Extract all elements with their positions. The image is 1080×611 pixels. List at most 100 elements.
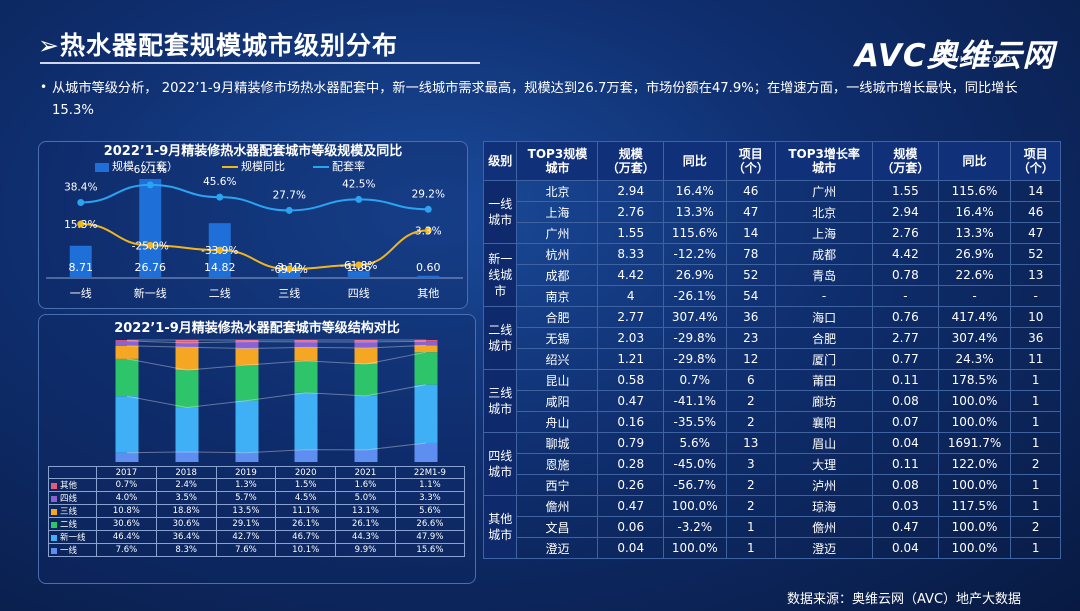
city-cell: 成都 bbox=[516, 264, 599, 286]
table-row: 新一 线城市杭州 8.33 -12.2% 78 成都 4.42 26.9% 52 bbox=[482, 243, 1061, 307]
rate-point-1 bbox=[146, 181, 154, 189]
city-cell: 14 bbox=[725, 222, 777, 244]
city-cell: 16.4% bbox=[937, 201, 1012, 223]
struct-cell: 15.6% bbox=[394, 543, 466, 557]
struct-cell: 47.9% bbox=[394, 530, 466, 544]
struct-cell: 13.1% bbox=[335, 504, 396, 518]
yoy-label-3: -69.4% bbox=[271, 264, 308, 276]
city-cell: 0.47 bbox=[872, 516, 939, 538]
stack-connector-4 bbox=[126, 340, 427, 344]
struct-cell: 42.7% bbox=[215, 530, 277, 544]
stack-4-4 bbox=[354, 341, 378, 349]
struct-year-5: 22M1-9 bbox=[394, 466, 466, 479]
city-cell: 13 bbox=[1010, 264, 1061, 286]
city-cell: 1 bbox=[1010, 495, 1061, 517]
x-tick-5: 其他 bbox=[417, 287, 439, 300]
city-cell: 2.77 bbox=[597, 306, 664, 328]
stack-4-0 bbox=[354, 449, 378, 462]
city-cell: 100.0% bbox=[663, 495, 727, 517]
city-cell: -35.5% bbox=[663, 411, 727, 433]
city-cell: 咸阳 bbox=[516, 390, 599, 412]
struct-cell: 1.6% bbox=[335, 478, 396, 492]
stack-3-4 bbox=[294, 341, 318, 348]
city-cell: 1.55 bbox=[872, 180, 939, 202]
struct-cell: 11.1% bbox=[275, 504, 337, 518]
city-cell: 合肥 bbox=[775, 327, 874, 349]
struct-cell: 13.5% bbox=[215, 504, 277, 518]
city-cell: 24.3% bbox=[937, 348, 1012, 370]
table-row: 其他 0.7% 2.4% 1.3% 1.5% 1.6% 1.1% bbox=[48, 478, 466, 492]
city-cell: -45.0% bbox=[663, 453, 727, 475]
table-row: 西宁 0.26 -56.7% 2 泸州 0.08 100.0% 1 bbox=[484, 474, 1061, 496]
logo-subtitle: ALL VIEW CLOUD bbox=[934, 55, 1013, 64]
struct-year-3: 2020 bbox=[275, 466, 337, 479]
city-cell: 1691.7% bbox=[937, 432, 1012, 454]
city-cell: 46 bbox=[725, 180, 777, 202]
yoy-label-0: 15.3% bbox=[64, 219, 97, 231]
table-row: 新一线 46.4% 36.4% 42.7% 46.7% 44.3% 47.9% bbox=[48, 530, 466, 544]
yoy-label-5: 3.3% bbox=[415, 225, 442, 237]
city-cell: 417.4% bbox=[937, 306, 1012, 328]
table-row: 一线 7.6% 8.3% 7.6% 10.1% 9.9% 15.6% bbox=[48, 543, 466, 557]
city-cell: 307.4% bbox=[663, 306, 727, 328]
city-cell: 2.76 bbox=[597, 201, 664, 223]
city-cell: 36 bbox=[1010, 327, 1061, 349]
city-cell: 大理 bbox=[775, 453, 874, 475]
city-header-6: 规模 （万套） bbox=[872, 141, 939, 181]
city-level: 二线 城市 bbox=[482, 306, 518, 370]
struct-cell: 18.8% bbox=[155, 504, 217, 518]
struct-cell: 5.6% bbox=[394, 504, 466, 518]
city-cell: 6 bbox=[725, 369, 777, 391]
rate-label-5: 29.2% bbox=[412, 188, 445, 200]
table-row: 二线 30.6% 30.6% 29.1% 26.1% 26.1% 26.6% bbox=[48, 517, 466, 531]
table-row: 南京 4 -26.1% 54- - - - bbox=[484, 285, 1061, 307]
city-cell: 2 bbox=[725, 495, 777, 517]
stack-connector-1 bbox=[126, 384, 427, 408]
city-header-8: 项目 （个） bbox=[1010, 141, 1061, 181]
city-header-3: 同比 bbox=[663, 141, 727, 181]
legend-swatch bbox=[51, 508, 57, 515]
struct-cell: 46.7% bbox=[275, 530, 337, 544]
city-cell: 0.16 bbox=[597, 411, 664, 433]
bar-label-1: 26.76 bbox=[135, 261, 167, 274]
city-cell: 儋州 bbox=[775, 516, 874, 538]
city-cell: 100.0% bbox=[937, 474, 1012, 496]
scale-chart-title: 2022’1-9月精装修热水器配套城市等级规模及同比 bbox=[103, 144, 403, 159]
city-cell: 聊城 bbox=[516, 432, 599, 454]
stack-5-3 bbox=[414, 345, 438, 353]
stack-2-1 bbox=[235, 400, 259, 453]
stack-connector-3 bbox=[126, 344, 427, 350]
city-cell: 0.04 bbox=[872, 432, 939, 454]
city-cell: 0.28 bbox=[597, 453, 664, 475]
city-cell: 1 bbox=[1010, 432, 1061, 454]
city-cell: 115.6% bbox=[663, 222, 727, 244]
city-cell: 13 bbox=[725, 432, 777, 454]
struct-header-row: 2017 2018 2019 2020 2021 22M1-9 bbox=[48, 466, 466, 479]
city-cell: 襄阳 bbox=[775, 411, 874, 433]
city-cell: 厦门 bbox=[775, 348, 874, 370]
city-cell: 西宁 bbox=[516, 474, 599, 496]
rate-point-5 bbox=[424, 205, 432, 213]
city-cell: 2.94 bbox=[597, 180, 664, 202]
structure-data-table: 2017 2018 2019 2020 2021 22M1-9 其他 0.7% 2.4% 1.3%… bbox=[48, 466, 466, 557]
city-cell: 2 bbox=[725, 474, 777, 496]
city-cell: 12 bbox=[725, 348, 777, 370]
city-cell: 2 bbox=[725, 411, 777, 433]
city-header-4: 项目 （个） bbox=[725, 141, 777, 181]
stack-4-2 bbox=[354, 364, 378, 396]
city-cell: 广州 bbox=[516, 222, 599, 244]
city-header-5: TOP3增长率 城市 bbox=[775, 141, 874, 181]
city-cell: -56.7% bbox=[663, 474, 727, 496]
city-cell: -12.2% bbox=[663, 243, 727, 265]
city-cell: 1 bbox=[1010, 390, 1061, 412]
summary-bullet: • bbox=[40, 80, 48, 94]
table-row: 上海 2.76 13.3% 47 北京 2.94 16.4% 46 bbox=[484, 201, 1061, 223]
yoy-label-2: -33.9% bbox=[201, 245, 238, 257]
legend-label-bar: 规模（万套） bbox=[112, 160, 178, 173]
struct-cell: 4.5% bbox=[275, 491, 337, 505]
stack-2-4 bbox=[235, 341, 259, 349]
city-cell: 2.03 bbox=[597, 327, 664, 349]
legend-swatch bbox=[51, 547, 57, 554]
city-cell: 绍兴 bbox=[516, 348, 599, 370]
city-cell: 0.26 bbox=[597, 474, 664, 496]
